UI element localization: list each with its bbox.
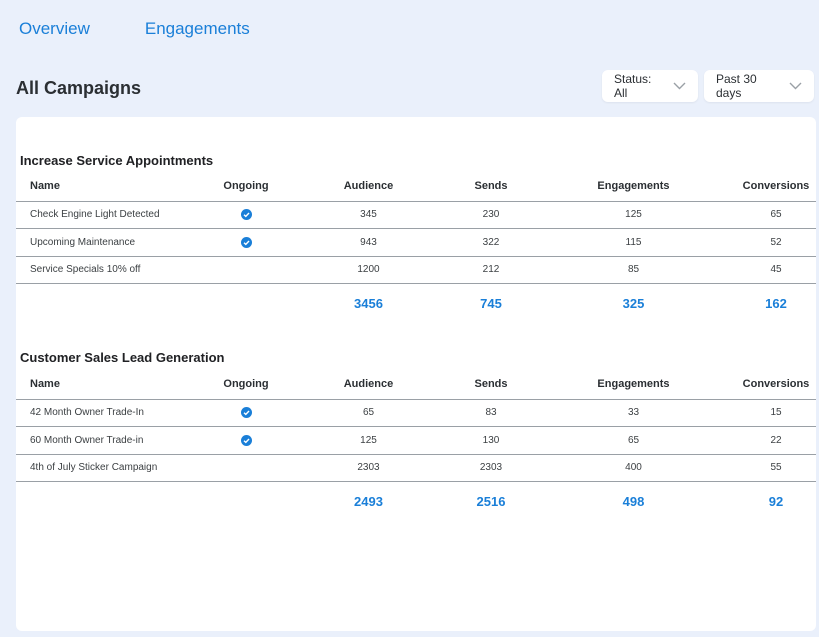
totals-spacer bbox=[206, 482, 286, 522]
sends-cell: 130 bbox=[451, 426, 531, 455]
table-row[interactable]: Check Engine Light Detected 345 230 125 … bbox=[16, 201, 816, 229]
campaigns-card: Increase Service Appointments Name Ongoi… bbox=[16, 117, 816, 631]
sends-cell: 212 bbox=[451, 256, 531, 284]
campaign-name[interactable]: 60 Month Owner Trade-in bbox=[16, 426, 206, 455]
engagements-total: 498 bbox=[622, 494, 645, 510]
sends-cell: 322 bbox=[451, 228, 531, 257]
column-header-ongoing[interactable]: Ongoing bbox=[206, 369, 286, 400]
column-header-conversions[interactable]: Conversions bbox=[736, 369, 816, 400]
table-header-row: Name Ongoing Audience Sends Engagements … bbox=[16, 171, 816, 202]
audience-cell: 125 bbox=[286, 426, 451, 455]
chevron-down-icon bbox=[673, 82, 686, 90]
sends-cell: 83 bbox=[451, 399, 531, 427]
column-header-name[interactable]: Name bbox=[16, 171, 206, 202]
ongoing-cell bbox=[206, 399, 286, 427]
engagements-cell: 65 bbox=[531, 426, 736, 455]
conversions-cell: 55 bbox=[736, 454, 816, 482]
check-circle-icon bbox=[240, 434, 252, 446]
status-filter-label: Status: All bbox=[614, 72, 652, 100]
engagements-cell: 85 bbox=[531, 256, 736, 284]
campaign-table: Name Ongoing Audience Sends Engagements … bbox=[16, 171, 816, 324]
campaign-table: Name Ongoing Audience Sends Engagements … bbox=[16, 369, 816, 522]
ongoing-cell bbox=[206, 256, 286, 284]
audience-cell: 1200 bbox=[286, 256, 451, 284]
conversions-total: 162 bbox=[765, 296, 787, 312]
column-header-sends[interactable]: Sends bbox=[451, 171, 531, 202]
conversions-cell: 65 bbox=[736, 201, 816, 229]
filter-bar: Status: All Past 30 days bbox=[602, 70, 814, 102]
ongoing-cell bbox=[206, 228, 286, 257]
totals-row: 3456 745 325 162 bbox=[16, 284, 816, 324]
table-row[interactable]: 4th of July Sticker Campaign 2303 2303 4… bbox=[16, 454, 816, 482]
period-filter-label: Past 30 days bbox=[716, 72, 757, 100]
ongoing-cell bbox=[206, 201, 286, 229]
engagements-cell: 400 bbox=[531, 454, 736, 482]
audience-total: 3456 bbox=[354, 296, 383, 312]
sends-total: 745 bbox=[480, 296, 502, 312]
totals-spacer bbox=[206, 284, 286, 324]
column-header-conversions[interactable]: Conversions bbox=[736, 171, 816, 202]
campaign-name[interactable]: Service Specials 10% off bbox=[16, 256, 206, 284]
table-row[interactable]: Service Specials 10% off 1200 212 85 45 bbox=[16, 256, 816, 284]
audience-cell: 943 bbox=[286, 228, 451, 257]
tab-bar: Overview Engagements bbox=[19, 19, 250, 39]
column-header-engagements[interactable]: Engagements bbox=[531, 171, 736, 202]
engagements-cell: 33 bbox=[531, 399, 736, 427]
audience-cell: 2303 bbox=[286, 454, 451, 482]
totals-spacer bbox=[16, 482, 206, 522]
table-row[interactable]: 60 Month Owner Trade-in 125 130 65 22 bbox=[16, 426, 816, 455]
ongoing-cell bbox=[206, 426, 286, 455]
chevron-down-icon bbox=[789, 82, 802, 90]
sends-cell: 230 bbox=[451, 201, 531, 229]
table-row[interactable]: Upcoming Maintenance 943 322 115 52 bbox=[16, 228, 816, 257]
section-title: Increase Service Appointments bbox=[20, 153, 214, 168]
column-header-name[interactable]: Name bbox=[16, 369, 206, 400]
tab-overview[interactable]: Overview bbox=[19, 19, 90, 38]
column-header-audience[interactable]: Audience bbox=[286, 171, 451, 202]
conversions-total: 92 bbox=[768, 494, 784, 510]
engagements-cell: 115 bbox=[531, 228, 736, 257]
period-filter-dropdown[interactable]: Past 30 days bbox=[704, 70, 814, 102]
check-circle-icon bbox=[240, 236, 252, 248]
check-circle-icon bbox=[240, 407, 252, 419]
engagements-total: 325 bbox=[622, 296, 645, 312]
table-row[interactable]: 42 Month Owner Trade-In 65 83 33 15 bbox=[16, 399, 816, 427]
totals-row: 2493 2516 498 92 bbox=[16, 482, 816, 522]
engagements-cell: 125 bbox=[531, 201, 736, 229]
status-filter-dropdown[interactable]: Status: All bbox=[602, 70, 698, 102]
conversions-cell: 22 bbox=[736, 426, 816, 455]
audience-total: 2493 bbox=[354, 494, 383, 510]
column-header-audience[interactable]: Audience bbox=[286, 369, 451, 400]
campaign-name[interactable]: Upcoming Maintenance bbox=[16, 228, 206, 257]
audience-cell: 65 bbox=[286, 399, 451, 427]
check-circle-icon bbox=[240, 209, 252, 221]
campaign-name[interactable]: 4th of July Sticker Campaign bbox=[16, 454, 206, 482]
column-header-sends[interactable]: Sends bbox=[451, 369, 531, 400]
campaign-name[interactable]: Check Engine Light Detected bbox=[16, 201, 206, 229]
conversions-cell: 52 bbox=[736, 228, 816, 257]
ongoing-cell bbox=[206, 454, 286, 482]
page-title: All Campaigns bbox=[16, 78, 142, 98]
conversions-cell: 45 bbox=[736, 256, 816, 284]
totals-spacer bbox=[16, 284, 206, 324]
sends-total: 2516 bbox=[476, 494, 506, 510]
tab-engagements[interactable]: Engagements bbox=[144, 19, 250, 38]
conversions-cell: 15 bbox=[736, 399, 816, 427]
campaign-name[interactable]: 42 Month Owner Trade-In bbox=[16, 399, 206, 427]
column-header-engagements[interactable]: Engagements bbox=[531, 369, 736, 400]
sends-cell: 2303 bbox=[451, 454, 531, 482]
table-header-row: Name Ongoing Audience Sends Engagements … bbox=[16, 369, 816, 400]
column-header-ongoing[interactable]: Ongoing bbox=[206, 171, 286, 202]
section-title: Customer Sales Lead Generation bbox=[20, 350, 225, 365]
audience-cell: 345 bbox=[286, 201, 451, 229]
